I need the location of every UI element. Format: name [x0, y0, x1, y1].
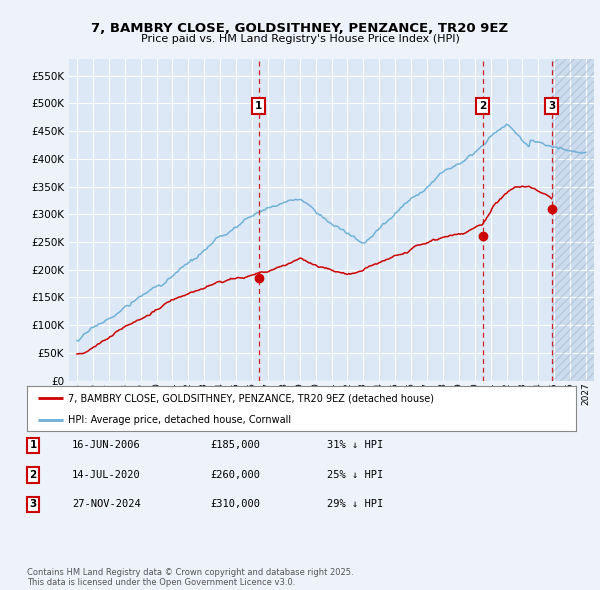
- Text: Price paid vs. HM Land Registry's House Price Index (HPI): Price paid vs. HM Land Registry's House …: [140, 34, 460, 44]
- Text: 27-NOV-2024: 27-NOV-2024: [72, 500, 141, 509]
- Text: 7, BAMBRY CLOSE, GOLDSITHNEY, PENZANCE, TR20 9EZ: 7, BAMBRY CLOSE, GOLDSITHNEY, PENZANCE, …: [91, 22, 509, 35]
- Bar: [552, 59, 594, 381]
- Text: HPI: Average price, detached house, Cornwall: HPI: Average price, detached house, Corn…: [68, 415, 292, 425]
- Text: 25% ↓ HPI: 25% ↓ HPI: [327, 470, 383, 480]
- Text: 29% ↓ HPI: 29% ↓ HPI: [327, 500, 383, 509]
- Text: 1: 1: [29, 441, 37, 450]
- Text: 3: 3: [548, 101, 555, 110]
- Text: 14-JUL-2020: 14-JUL-2020: [72, 470, 141, 480]
- Text: 16-JUN-2006: 16-JUN-2006: [72, 441, 141, 450]
- Text: Contains HM Land Registry data © Crown copyright and database right 2025.
This d: Contains HM Land Registry data © Crown c…: [27, 568, 353, 587]
- Text: £310,000: £310,000: [210, 500, 260, 509]
- Text: £260,000: £260,000: [210, 470, 260, 480]
- Text: 2: 2: [29, 470, 37, 480]
- Text: £185,000: £185,000: [210, 441, 260, 450]
- Text: 3: 3: [29, 500, 37, 509]
- Text: 31% ↓ HPI: 31% ↓ HPI: [327, 441, 383, 450]
- Bar: [552, 59, 594, 381]
- Text: 2: 2: [479, 101, 486, 110]
- Text: 1: 1: [255, 101, 262, 110]
- Text: 7, BAMBRY CLOSE, GOLDSITHNEY, PENZANCE, TR20 9EZ (detached house): 7, BAMBRY CLOSE, GOLDSITHNEY, PENZANCE, …: [68, 394, 434, 404]
